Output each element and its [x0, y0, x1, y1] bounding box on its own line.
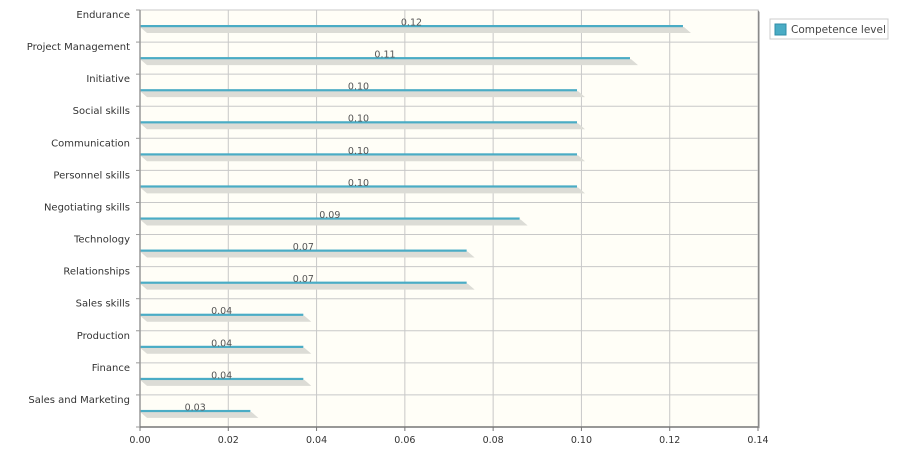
bar — [140, 217, 520, 220]
bar-shadow — [140, 347, 312, 354]
bar — [140, 249, 467, 252]
bar — [140, 313, 304, 316]
data-label: 0.10 — [348, 114, 369, 125]
bars — [140, 25, 683, 413]
bar — [140, 153, 578, 156]
data-label: 0.10 — [348, 82, 369, 93]
bar — [140, 409, 251, 413]
data-label: 0.09 — [319, 210, 340, 221]
category-label: Negotiating skills — [44, 202, 130, 213]
bar-shadow — [140, 27, 691, 33]
category-label: Social skills — [73, 106, 130, 117]
x-tick-label: 0.12 — [659, 435, 680, 446]
bar-shadow — [140, 379, 312, 386]
data-label: 0.07 — [293, 274, 314, 285]
data-label: 0.10 — [348, 146, 369, 157]
data-label: 0.11 — [374, 50, 395, 61]
x-tick-label: 0.08 — [483, 435, 504, 446]
category-label: Relationships — [63, 267, 130, 278]
bar — [140, 89, 578, 92]
legend-box — [769, 18, 889, 40]
bar-shadow — [140, 91, 586, 98]
x-tick-label: 0.04 — [306, 435, 327, 446]
bar-shadow — [140, 59, 638, 66]
bar — [140, 25, 683, 28]
bar-shadow — [140, 123, 586, 130]
category-label: Project Management — [27, 42, 130, 53]
category-label: Communication — [51, 138, 130, 149]
legend-swatch — [774, 23, 787, 36]
bar-shadow — [140, 219, 528, 226]
category-label: Personnel skills — [53, 170, 130, 181]
x-tick-label: 0.02 — [218, 435, 239, 446]
axes — [136, 9, 760, 429]
data-label: 0.04 — [211, 306, 232, 317]
bar — [140, 185, 578, 188]
bar-shadow — [140, 315, 312, 322]
category-label: Production — [77, 331, 130, 342]
x-tick-label: 0.10 — [571, 435, 592, 446]
data-label: 0.10 — [348, 178, 369, 189]
bar — [140, 345, 304, 348]
x-tick-labels: 0.00 0.02 0.04 0.06 0.08 0.10 0.12 0.14 — [129, 427, 769, 446]
data-label: 0.12 — [401, 18, 422, 29]
bar — [140, 57, 630, 60]
data-label: 0.04 — [211, 338, 232, 349]
category-label: Sales and Marketing — [28, 395, 130, 406]
category-label: Endurance — [76, 10, 130, 21]
data-label: 0.07 — [293, 242, 314, 253]
bar — [140, 281, 467, 284]
category-label: Sales skills — [76, 299, 130, 310]
bar-shadow — [140, 187, 586, 194]
bar-shadow — [140, 283, 475, 290]
bar-shadows — [140, 27, 691, 418]
bar-shadow — [140, 411, 259, 418]
plot-frame-right-edge — [758, 10, 760, 429]
bar — [140, 377, 304, 381]
bar-shadow — [140, 155, 586, 162]
category-label: Technology — [73, 235, 130, 246]
category-labels: Endurance Project Management Initiative Soc… — [27, 10, 130, 406]
x-tick-label: 0.00 — [129, 435, 150, 446]
data-label: 0.03 — [185, 402, 206, 413]
x-tick-label: 0.06 — [394, 435, 415, 446]
bar-shadow — [140, 251, 475, 258]
category-label: Finance — [92, 363, 130, 374]
legend-label: Competence level — [791, 24, 886, 36]
data-labels: 0.12 0.11 0.10 0.10 0.10 0.10 0.09 0.07 0.07 0.04… — [185, 18, 422, 414]
bar — [140, 121, 578, 124]
legend: Competence level — [769, 18, 889, 40]
x-tick-label: 0.14 — [747, 435, 768, 446]
data-label: 0.04 — [211, 370, 232, 381]
category-label: Initiative — [86, 74, 130, 85]
